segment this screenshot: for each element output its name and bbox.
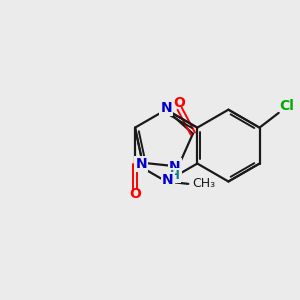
Text: N: N <box>135 157 147 171</box>
Text: O: O <box>129 187 141 201</box>
Text: Cl: Cl <box>279 99 294 113</box>
Text: O: O <box>174 96 186 110</box>
Text: CH₃: CH₃ <box>192 177 215 190</box>
Text: N: N <box>169 160 181 173</box>
Text: H: H <box>170 169 180 182</box>
Text: N: N <box>160 101 172 115</box>
Text: N: N <box>162 173 173 187</box>
